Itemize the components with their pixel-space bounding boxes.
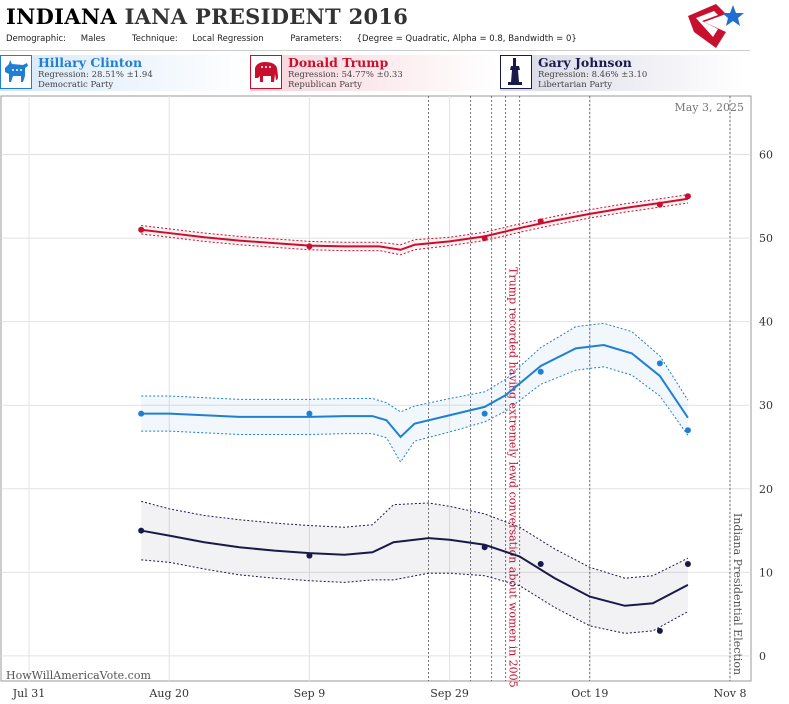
parameters-label: Parameters: <box>290 34 342 44</box>
candidate-trump: Donald Trump Regression: 54.77% ±0.33 Re… <box>250 55 495 91</box>
event-label: Indiana Presidential Election <box>731 513 744 675</box>
data-point <box>684 193 691 200</box>
data-point <box>537 368 544 375</box>
x-tick-label: Aug 20 <box>148 687 189 700</box>
header-divider <box>0 50 750 51</box>
donkey-icon <box>0 55 32 89</box>
title-state: INDIANA <box>6 4 117 29</box>
x-tick-label: Jul 31 <box>12 687 46 700</box>
title-race: IANA PRESIDENT 2016 <box>124 4 409 29</box>
event-markers: Trump recorded having extremely lewd con… <box>428 96 744 688</box>
regression-lines <box>141 197 689 607</box>
candidate-johnson: Gary Johnson Regression: 8.46% ±3.10 Lib… <box>500 55 745 91</box>
data-point <box>306 243 313 250</box>
candidate-party: Republican Party <box>288 80 362 90</box>
data-point <box>306 552 313 559</box>
data-point <box>481 235 488 242</box>
regression-chart: Trump recorded having extremely lewd con… <box>0 95 773 701</box>
y-tick-label: 50 <box>759 232 773 245</box>
technique-label: Technique: <box>132 34 178 44</box>
series-line <box>141 529 689 607</box>
series-line <box>141 344 689 439</box>
data-point <box>684 427 691 434</box>
x-tick-label: Sep 9 <box>294 687 326 700</box>
band-upper-line <box>141 500 689 579</box>
y-tick-label: 30 <box>759 399 773 412</box>
x-tick-label: Sep 29 <box>430 687 469 700</box>
candidate-legend: Hillary Clinton Regression: 28.51% ±1.94… <box>0 55 750 93</box>
y-tick-label: 0 <box>759 650 766 663</box>
band-upper-line <box>141 322 689 413</box>
data-point <box>656 360 663 367</box>
statue-of-liberty-icon <box>500 55 532 89</box>
elephant-icon <box>250 55 282 89</box>
candidate-party: Libertarian Party <box>538 80 613 90</box>
data-point <box>306 410 313 417</box>
technique-value: Local Regression <box>192 34 264 44</box>
confidence-band <box>141 323 688 463</box>
data-point <box>138 527 145 534</box>
page-title: INDIANA IANA PRESIDENT 2016 <box>6 4 408 29</box>
band-upper-line <box>141 194 688 246</box>
date-label: May 3, 2025 <box>674 101 744 114</box>
y-tick-label: 10 <box>759 566 773 579</box>
data-point <box>138 410 145 417</box>
band-lower-line <box>141 366 689 463</box>
plot-area <box>0 95 752 682</box>
candidate-party: Democratic Party <box>38 80 114 90</box>
candidate-regression: Regression: 28.51% ±1.94 <box>38 70 153 80</box>
band-lower-line <box>141 202 688 256</box>
confidence-band <box>141 194 688 255</box>
x-tick-label: Nov 8 <box>713 687 746 700</box>
site-logo-icon <box>688 4 744 48</box>
candidate-name: Hillary Clinton <box>38 55 143 70</box>
x-tick-label: Oct 19 <box>571 687 608 700</box>
parameters-line: Demographic: Males Technique: Local Regr… <box>6 34 601 44</box>
data-point <box>481 544 488 551</box>
parameters-value: {Degree = Quadratic, Alpha = 0.8, Bandwi… <box>356 34 577 44</box>
data-point <box>656 627 663 634</box>
demographic-label: Demographic: <box>6 34 67 44</box>
demographic-value: Males <box>80 34 106 44</box>
poll-points <box>138 193 691 634</box>
candidate-regression: Regression: 54.77% ±0.33 <box>288 70 403 80</box>
data-point <box>481 410 488 417</box>
band-lower-line <box>141 559 689 634</box>
confidence-band <box>141 501 688 634</box>
watermark: HowWillAmericaVote.com <box>6 669 151 682</box>
axis-labels: 0 10 20 30 40 50 60 Jul 31 Aug 20 Sep 9 Sep 29 Oct … <box>12 149 773 701</box>
event-label: Trump recorded having extremely lewd con… <box>507 267 520 688</box>
data-point <box>537 561 544 567</box>
series-line <box>141 197 689 251</box>
confidence-bands <box>141 194 689 634</box>
data-point <box>138 226 145 233</box>
candidate-name: Gary Johnson <box>538 55 632 70</box>
header: INDIANA IANA PRESIDENT 2016 Demographic:… <box>0 0 750 50</box>
data-point <box>656 201 663 208</box>
candidate-regression: Regression: 8.46% ±3.10 <box>538 70 648 80</box>
candidate-name: Donald Trump <box>288 55 389 70</box>
data-point <box>537 218 544 225</box>
candidate-clinton: Hillary Clinton Regression: 28.51% ±1.94… <box>0 55 245 91</box>
y-tick-label: 60 <box>759 149 773 162</box>
y-tick-label: 20 <box>759 483 773 496</box>
data-point <box>684 561 691 567</box>
y-tick-label: 40 <box>759 316 773 329</box>
